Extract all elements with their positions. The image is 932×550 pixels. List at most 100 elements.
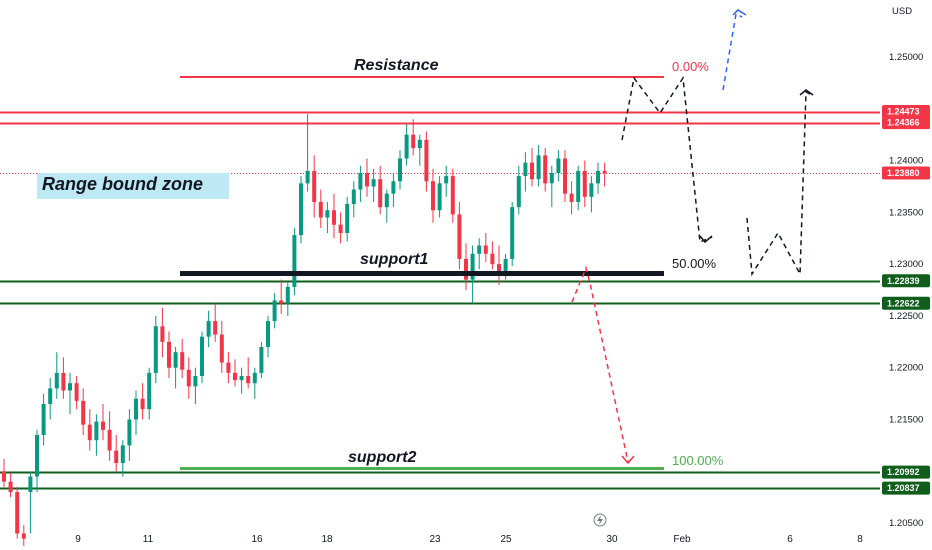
candle-body bbox=[127, 419, 132, 446]
candle-body bbox=[8, 481, 13, 492]
time-tick-label: 11 bbox=[143, 534, 154, 545]
price-tag-label: 1.24366 bbox=[887, 118, 920, 128]
range-zone-highlight bbox=[37, 173, 229, 199]
candle-body bbox=[325, 210, 330, 218]
candle-body bbox=[483, 245, 488, 254]
projection-arrowhead-black-2 bbox=[699, 235, 713, 244]
candle-body bbox=[299, 183, 303, 236]
candle-body bbox=[186, 369, 191, 387]
candle-body bbox=[226, 362, 231, 373]
candle-body bbox=[140, 398, 145, 410]
candle-body bbox=[61, 372, 66, 391]
candle-body bbox=[516, 176, 521, 208]
candle-body bbox=[424, 139, 429, 182]
candle-body bbox=[338, 224, 343, 234]
candle-body bbox=[417, 139, 422, 149]
candle-body bbox=[68, 383, 72, 391]
price-tag-label: 1.20992 bbox=[887, 467, 920, 477]
candle-body bbox=[160, 326, 165, 342]
candle-body bbox=[134, 398, 138, 420]
lightning-icon[interactable] bbox=[593, 513, 607, 527]
candle-body bbox=[292, 235, 297, 287]
candle-body bbox=[404, 134, 409, 159]
candle-body bbox=[153, 326, 158, 373]
time-tick-label: 9 bbox=[75, 534, 81, 545]
price-tag-label: 1.22622 bbox=[887, 298, 920, 308]
candle-body bbox=[35, 435, 39, 477]
price-tag bbox=[882, 465, 930, 479]
candle-body bbox=[54, 372, 59, 389]
candle-body bbox=[351, 189, 356, 205]
candle-body bbox=[589, 183, 594, 197]
candle-body bbox=[74, 383, 79, 401]
price-tag bbox=[882, 116, 930, 130]
projection-arrowhead-blue bbox=[732, 9, 747, 16]
drawings bbox=[180, 9, 814, 470]
price-tag bbox=[882, 105, 930, 119]
price-tag-label: 1.20837 bbox=[887, 483, 920, 493]
candle-body bbox=[266, 321, 270, 347]
candle-body bbox=[272, 300, 277, 322]
candle-body bbox=[147, 372, 152, 410]
time-tick-label: 18 bbox=[321, 534, 333, 545]
candle-body bbox=[28, 476, 33, 492]
price-tick-label: 1.22500 bbox=[889, 311, 923, 322]
price-tag-label: 1.23880 bbox=[887, 168, 920, 178]
candle-body bbox=[173, 352, 178, 368]
candle-body bbox=[431, 181, 435, 211]
price-tick-label: 1.21500 bbox=[889, 414, 923, 425]
candle-body bbox=[358, 172, 363, 190]
fib-100-line bbox=[180, 467, 664, 470]
candle-body bbox=[582, 170, 587, 197]
fib-100-label: 100.00% bbox=[672, 453, 724, 468]
candle-body bbox=[200, 336, 204, 376]
candle-body bbox=[596, 170, 600, 184]
horizontal-levels bbox=[0, 111, 880, 490]
price-tag-label: 1.24473 bbox=[887, 107, 920, 117]
candle-body bbox=[233, 372, 237, 381]
fib-50-label: 50.00% bbox=[672, 256, 717, 271]
price-axis[interactable]: USD 1.25000 1.24000 1.23500 1.23000 1.22500 1… bbox=[889, 6, 923, 529]
projection-arrowhead-black bbox=[799, 89, 814, 96]
candle-body bbox=[259, 346, 264, 373]
candlesticks bbox=[2, 113, 607, 546]
candle-body bbox=[246, 375, 251, 384]
projection-path-black-2 bbox=[746, 90, 813, 277]
candle-body bbox=[470, 253, 475, 280]
time-tick-label: 23 bbox=[429, 534, 441, 545]
projection-path-blue bbox=[722, 12, 743, 91]
candle-body bbox=[21, 533, 26, 539]
candle-body bbox=[285, 286, 290, 304]
price-tick-label: 1.20500 bbox=[889, 518, 923, 529]
candle-body bbox=[206, 321, 211, 337]
candle-body bbox=[279, 300, 284, 304]
price-tick-label: 1.24000 bbox=[889, 156, 923, 167]
candle-body bbox=[398, 158, 402, 182]
candle-body bbox=[391, 181, 396, 194]
price-tag bbox=[882, 166, 930, 180]
candle-body bbox=[543, 155, 548, 184]
candle-body bbox=[318, 201, 323, 218]
candle-body bbox=[477, 245, 482, 254]
candle-body bbox=[365, 172, 369, 187]
resistance-label: Resistance bbox=[354, 57, 439, 74]
time-tick-label: 25 bbox=[500, 534, 512, 545]
support1-label: support1 bbox=[360, 251, 429, 268]
price-tag bbox=[882, 296, 930, 310]
support2-label: support2 bbox=[348, 449, 417, 466]
currency-label: USD bbox=[892, 6, 912, 17]
candle-body bbox=[15, 491, 20, 534]
candle-body bbox=[503, 258, 508, 273]
candle-body bbox=[101, 421, 105, 430]
candle-body bbox=[94, 421, 99, 441]
candle-body bbox=[193, 375, 198, 387]
candle-body bbox=[464, 258, 468, 280]
projection-arrowhead-red bbox=[621, 455, 635, 465]
candle-body bbox=[497, 264, 501, 273]
candle-body bbox=[219, 334, 224, 363]
time-axis[interactable]: 9 11 16 18 23 25 30 Feb 6 8 bbox=[75, 534, 863, 545]
candle-body bbox=[371, 179, 376, 187]
candle-body bbox=[48, 388, 53, 404]
